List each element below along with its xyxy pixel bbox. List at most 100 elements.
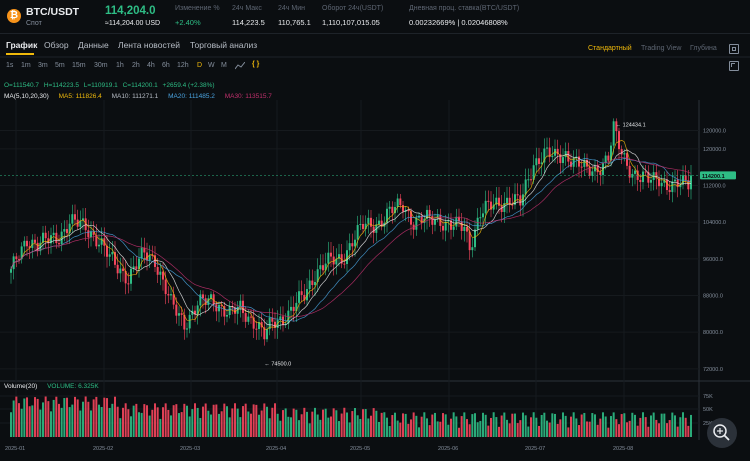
volume-bar bbox=[220, 411, 223, 437]
interval-4h[interactable]: 4h bbox=[147, 62, 155, 69]
candle-body bbox=[607, 155, 610, 161]
tab-trading-analysis[interactable]: Торговый анализ bbox=[190, 40, 258, 50]
candle-body bbox=[290, 306, 292, 311]
volume-bar bbox=[575, 418, 578, 437]
volume-bar bbox=[114, 396, 116, 437]
ma5-line bbox=[10, 139, 692, 330]
volume-bar bbox=[111, 403, 114, 437]
interval-12h[interactable]: 12h bbox=[177, 62, 189, 69]
interval-m[interactable]: M bbox=[221, 62, 227, 69]
candle-body bbox=[191, 310, 194, 315]
volume-bar bbox=[188, 416, 191, 437]
candle-body bbox=[314, 281, 316, 286]
volume-bar bbox=[468, 424, 471, 437]
volume-bar bbox=[620, 414, 623, 437]
volume-legend: Volume(20) VOLUME: 6.325K bbox=[4, 383, 107, 390]
stat-label: Оборот 24ч(USDT) bbox=[322, 5, 384, 12]
interval-w[interactable]: W bbox=[208, 62, 215, 69]
volume-bar bbox=[210, 414, 212, 437]
interval-1s[interactable]: 1s bbox=[6, 62, 14, 69]
volume-bar bbox=[466, 419, 468, 437]
stat-high: 24ч Макс 114,223.5 bbox=[232, 5, 265, 27]
volume-bar bbox=[490, 417, 492, 437]
view-trading-view[interactable]: Trading View bbox=[641, 45, 682, 52]
indicators-icon[interactable]: { } bbox=[252, 61, 260, 68]
volume-bar bbox=[508, 423, 511, 437]
fullscreen-icon[interactable] bbox=[729, 61, 739, 71]
volume-bar bbox=[87, 401, 90, 437]
candle-body bbox=[15, 256, 18, 260]
zoom-button[interactable] bbox=[707, 418, 737, 448]
stat-low: 24ч Мин 110,765.1 bbox=[278, 5, 311, 27]
volume-bar bbox=[519, 420, 522, 437]
volume-bar bbox=[172, 405, 175, 437]
volume-bar bbox=[159, 418, 162, 437]
volume-bar bbox=[226, 406, 228, 437]
volume-bar bbox=[122, 407, 124, 437]
interval-1m[interactable]: 1m bbox=[21, 62, 31, 69]
candle-body bbox=[540, 162, 543, 164]
interval-1h[interactable]: 1h bbox=[116, 62, 124, 69]
volume-bar bbox=[124, 403, 127, 437]
candle-body bbox=[370, 217, 372, 227]
candle-body bbox=[143, 247, 146, 253]
candle-body bbox=[84, 218, 87, 231]
interval-30m[interactable]: 30m bbox=[94, 62, 108, 69]
candle-body bbox=[207, 298, 210, 306]
volume-bar bbox=[655, 419, 658, 437]
volume-bar bbox=[343, 407, 346, 437]
interval-d[interactable]: D bbox=[197, 62, 203, 69]
volume-bar bbox=[463, 412, 466, 437]
candle-body bbox=[119, 268, 122, 274]
candle-body bbox=[562, 157, 564, 164]
volume-bar bbox=[266, 406, 268, 437]
candle-body bbox=[455, 216, 458, 227]
tab-news[interactable]: Лента новостей bbox=[118, 40, 180, 50]
volume-bar bbox=[618, 424, 620, 437]
interval-6h[interactable]: 6h bbox=[162, 62, 170, 69]
tab-overview[interactable]: Обзор bbox=[44, 40, 69, 50]
volume-bar bbox=[548, 422, 551, 437]
volume-bar bbox=[676, 426, 679, 437]
interval-2h[interactable]: 2h bbox=[132, 62, 140, 69]
volume-bar bbox=[42, 402, 44, 437]
volume-bar bbox=[380, 412, 383, 437]
volume-bar bbox=[562, 412, 564, 437]
volume-bar bbox=[399, 422, 402, 437]
candle-body bbox=[172, 294, 175, 305]
view-depth[interactable]: Глубина bbox=[690, 45, 717, 52]
volume-bar bbox=[322, 409, 324, 437]
volume-bar bbox=[218, 413, 220, 437]
interval-15m[interactable]: 15m bbox=[72, 62, 86, 69]
volume-bar bbox=[338, 421, 340, 437]
candle-body bbox=[375, 224, 378, 233]
candle-body bbox=[636, 170, 639, 180]
pair-selector[interactable]: BTC/USDT bbox=[26, 6, 80, 18]
volume-bar bbox=[572, 412, 575, 437]
volume-bar bbox=[367, 418, 370, 437]
candle-body bbox=[436, 214, 439, 220]
volume-bar bbox=[559, 419, 562, 437]
interval-3m[interactable]: 3m bbox=[38, 62, 48, 69]
line-chart-type-icon[interactable] bbox=[235, 62, 245, 70]
volume-bar bbox=[418, 427, 420, 437]
candle-body bbox=[572, 157, 575, 167]
view-standard[interactable]: Стандартный bbox=[588, 45, 632, 52]
volume-bar bbox=[180, 412, 183, 437]
volume-bar bbox=[402, 413, 404, 437]
candle-body bbox=[378, 220, 380, 225]
candle-body bbox=[458, 216, 460, 222]
volume-bar bbox=[551, 413, 554, 437]
candle-body bbox=[516, 194, 519, 196]
candle-body bbox=[468, 231, 471, 251]
volume-bar bbox=[554, 413, 556, 437]
interval-5m[interactable]: 5m bbox=[55, 62, 65, 69]
tab-data[interactable]: Данные bbox=[78, 40, 109, 50]
candle-body bbox=[503, 203, 506, 213]
candle-body bbox=[124, 271, 127, 284]
candle-body bbox=[162, 271, 164, 280]
candle-body bbox=[156, 266, 159, 275]
grid-settings-icon[interactable] bbox=[729, 44, 739, 54]
tab-chart[interactable]: График bbox=[6, 40, 38, 50]
